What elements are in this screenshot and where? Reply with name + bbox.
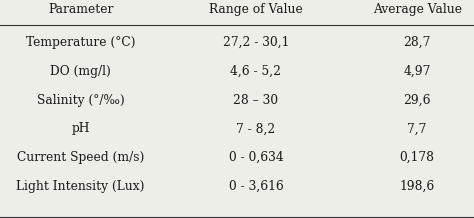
Text: 0 - 0,634: 0 - 0,634: [228, 151, 283, 164]
Text: 7 - 8,2: 7 - 8,2: [237, 122, 275, 135]
Text: 7,7: 7,7: [408, 122, 427, 135]
Text: 4,97: 4,97: [403, 65, 431, 78]
Text: Parameter: Parameter: [48, 3, 113, 16]
Text: 0,178: 0,178: [400, 151, 435, 164]
Text: Range of Value: Range of Value: [209, 3, 303, 16]
Text: Current Speed (m/s): Current Speed (m/s): [17, 151, 144, 164]
Text: Temperature (°C): Temperature (°C): [26, 36, 136, 49]
Text: 27,2 - 30,1: 27,2 - 30,1: [223, 36, 289, 49]
Text: Salinity (°/‰): Salinity (°/‰): [36, 94, 125, 107]
Text: 4,6 - 5,2: 4,6 - 5,2: [230, 65, 282, 78]
Text: DO (mg/l): DO (mg/l): [50, 65, 111, 78]
Text: 198,6: 198,6: [400, 180, 435, 193]
Text: 0 - 3,616: 0 - 3,616: [228, 180, 283, 193]
Text: Average Value: Average Value: [373, 3, 462, 16]
Text: 29,6: 29,6: [403, 94, 431, 107]
Text: Light Intensity (Lux): Light Intensity (Lux): [16, 180, 145, 193]
Text: 28,7: 28,7: [403, 36, 431, 49]
Text: 28 – 30: 28 – 30: [233, 94, 279, 107]
Text: pH: pH: [71, 122, 90, 135]
